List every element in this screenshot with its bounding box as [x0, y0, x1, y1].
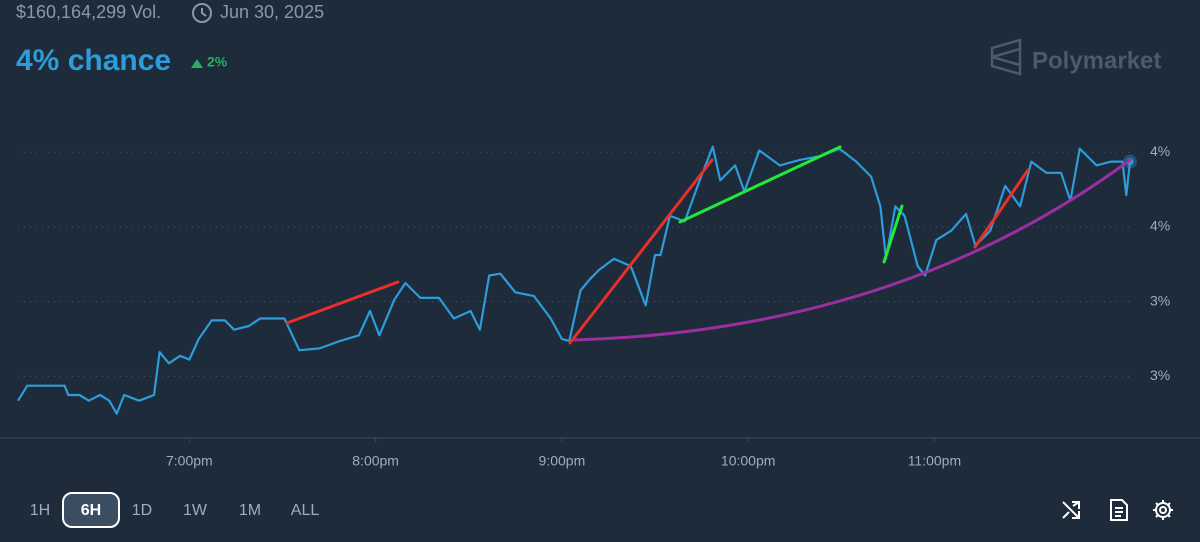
- brand-logo: [990, 38, 1022, 76]
- headline: 4% chance: [16, 44, 171, 77]
- y-tick-label: 3%: [1150, 367, 1170, 383]
- y-tick-label: 4%: [1150, 143, 1170, 159]
- change: 2%: [207, 54, 228, 70]
- drawn-trendlines: [285, 145, 1132, 345]
- shuffle-icon[interactable]: [1062, 501, 1080, 519]
- range-button[interactable]: 1H: [30, 502, 50, 519]
- clock-icon: [192, 3, 212, 23]
- range-button[interactable]: ALL: [291, 502, 320, 519]
- brand: Polymarket: [1032, 47, 1161, 74]
- settings-icon[interactable]: [1153, 500, 1173, 520]
- volume: $160,164,299 Vol.: [16, 2, 161, 22]
- date: Jun 30, 2025: [220, 2, 324, 22]
- x-tick-label: 11:00pm: [908, 453, 961, 469]
- range-button[interactable]: 1W: [183, 502, 208, 519]
- range-button[interactable]: 1D: [132, 502, 152, 519]
- y-tick-label: 3%: [1150, 292, 1170, 308]
- x-tick-label: 9:00pm: [539, 453, 586, 469]
- plot: 3% 3% 4% 4% 7:00pm 8:00pm 9:00pm 10:00pm 11:00pm: [0, 143, 1200, 469]
- x-tick-label: 10:00pm: [721, 453, 775, 469]
- selected-range-box[interactable]: [62, 492, 120, 528]
- tool-icons: [1062, 499, 1173, 521]
- range-button[interactable]: 6H: [81, 502, 101, 519]
- y-tick-label: 4%: [1150, 218, 1170, 234]
- price-line: [17, 145, 1132, 415]
- x-tick-label: 7:00pm: [166, 453, 213, 469]
- x-tick-label: 8:00pm: [352, 453, 399, 469]
- up-arrow: [191, 59, 203, 68]
- range-controls: 1H 6H 1D 1W 1M ALL: [30, 492, 320, 528]
- document-icon[interactable]: [1110, 499, 1128, 521]
- range-button[interactable]: 1M: [239, 502, 261, 519]
